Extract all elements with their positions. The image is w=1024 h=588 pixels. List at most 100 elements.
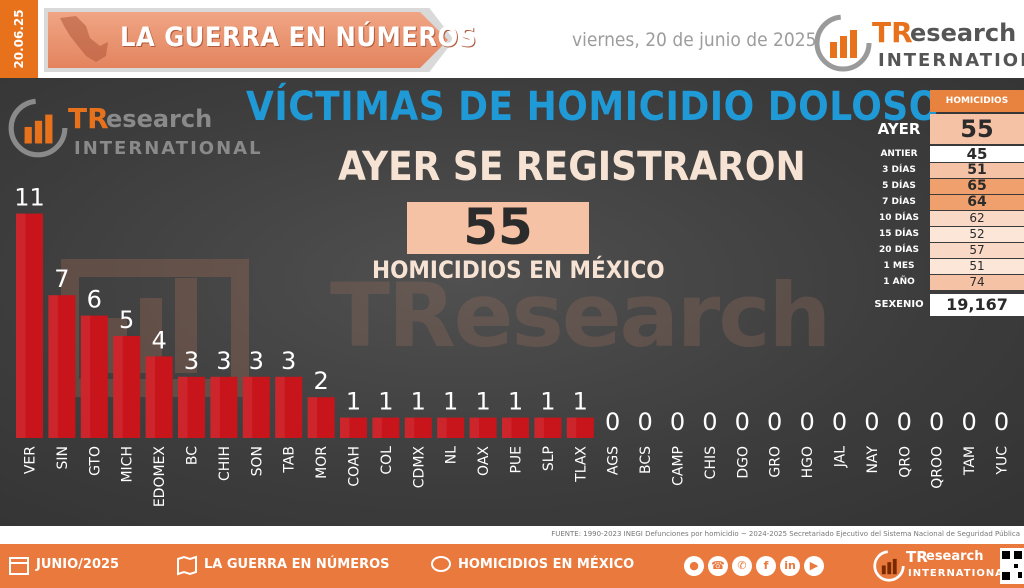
category-label: CHIS	[703, 446, 719, 479]
category-label: GRO	[768, 446, 784, 478]
data-label: 3	[281, 347, 296, 375]
bar-highlight	[113, 336, 123, 438]
category-label: BC	[185, 446, 201, 465]
facebook-icon[interactable]: f	[756, 556, 776, 576]
date-tab: 20.06.25	[0, 0, 38, 78]
logo-mark-icon	[814, 14, 872, 72]
logo-mark-icon	[8, 98, 68, 158]
qr-code-icon[interactable]	[1000, 548, 1024, 584]
phone-icon[interactable]: ☎	[708, 556, 728, 576]
data-label: 11	[14, 184, 45, 212]
category-label: QRO	[897, 446, 913, 478]
summary-row-label: 1 MES	[883, 261, 915, 271]
bar-highlight	[275, 376, 285, 438]
bar-tlax	[566, 417, 594, 438]
bar-chart: 11VER7SIN6GTO5MICH4EDOMEX3BC3CHIH3SON3TA…	[14, 184, 1011, 508]
globe-icon[interactable]: ●	[684, 556, 704, 576]
bar-highlight	[48, 295, 58, 438]
data-label: 5	[119, 306, 134, 334]
category-label: TLAX	[573, 446, 589, 483]
summary-row-value: 51	[930, 163, 1024, 178]
summary-row-label: 5 DÍAS	[882, 181, 916, 191]
category-label: BCS	[638, 446, 654, 474]
tresearch-logo-panel: TR esearch INTERNATIONAL	[6, 96, 261, 166]
data-label: 1	[378, 388, 393, 416]
summary-row-value: 64	[930, 195, 1024, 210]
whatsapp-icon[interactable]: ✆	[732, 556, 752, 576]
summary-row-label: SEXENIO	[874, 299, 924, 310]
bar-sin	[48, 295, 76, 438]
category-label: NAY	[865, 446, 881, 474]
data-label: 0	[637, 408, 652, 436]
watermark-text: TResearch	[330, 264, 831, 367]
bar-mich	[113, 336, 141, 438]
summary-row-label: 1 AÑO	[883, 277, 915, 287]
summary-row-label: 7 DÍAS	[882, 197, 916, 207]
date-tab-label: 20.06.25	[12, 9, 26, 69]
logo-tr: TR	[872, 16, 913, 49]
linkedin-icon[interactable]: in	[780, 556, 800, 576]
data-label: 7	[54, 265, 69, 293]
data-label: 0	[994, 408, 1009, 436]
bar-chih	[210, 376, 238, 438]
bar-highlight	[404, 417, 415, 438]
data-label: 0	[929, 408, 944, 436]
bar-highlight	[437, 417, 447, 438]
calendar-icon	[9, 557, 29, 575]
logo-research: esearch	[910, 19, 1017, 47]
data-label: 0	[702, 408, 717, 436]
category-label: TAM	[962, 446, 978, 476]
bar-highlight	[340, 417, 350, 438]
summary-row: SEXENIO 19,167	[868, 294, 1024, 316]
data-label: 3	[184, 347, 199, 375]
youtube-icon[interactable]: ▶	[804, 556, 824, 576]
summary-row-value: 51	[930, 259, 1024, 274]
data-label: 0	[735, 408, 750, 436]
category-label: SLP	[541, 446, 557, 471]
summary-row-value: 19,167	[930, 294, 1024, 316]
category-label: QROO	[930, 446, 946, 489]
category-label: DGO	[735, 446, 751, 479]
bar-bc	[178, 376, 205, 438]
bar-highlight	[178, 376, 188, 438]
summary-row-label: ANTIER	[880, 149, 918, 159]
category-label: JAL	[833, 446, 849, 468]
summary-header: HOMICIDIOS	[930, 90, 1024, 112]
data-label: 1	[443, 388, 458, 416]
footer-topic: HOMICIDIOS EN MÉXICO	[458, 557, 635, 572]
summary-row: 10 DÍAS 62	[868, 211, 1024, 226]
date-text: viernes, 20 de junio de 2025	[572, 29, 817, 51]
bar-tab	[275, 376, 303, 438]
category-label: COAH	[347, 446, 363, 487]
summary-row: 3 DÍAS 51	[868, 163, 1024, 178]
source-strip: FUENTE: 1990-2023 INEGI Defunciones por …	[0, 526, 1024, 544]
bar-son	[242, 376, 270, 438]
bar-highlight	[16, 213, 26, 438]
data-label: 0	[832, 408, 847, 436]
bar-highlight	[210, 376, 220, 438]
chat-icon	[431, 556, 451, 572]
data-label: 0	[670, 408, 685, 436]
category-label: YUC	[995, 446, 1011, 476]
bar-highlight	[307, 397, 318, 438]
logo-research: esearch	[106, 105, 213, 133]
data-label: 2	[313, 367, 328, 395]
summary-row-label: AYER	[877, 120, 921, 138]
data-label: 1	[411, 388, 426, 416]
data-label: 1	[508, 388, 523, 416]
bar-highlight	[242, 376, 253, 438]
category-label: MOR	[314, 446, 330, 479]
logo-international: INTERNATIONAL	[74, 138, 263, 159]
category-label: EDOMEX	[152, 446, 168, 508]
data-label: 0	[605, 408, 620, 436]
tresearch-logo[interactable]: TR esearch INTERNATIONAL	[812, 12, 1024, 74]
bar-slp	[534, 417, 562, 438]
page-title: VÍCTIMAS DE HOMICIDIO DOLOSO	[246, 84, 940, 130]
bar-edomex	[145, 356, 173, 438]
tresearch-logo-footer[interactable]: TR esearch INTERNATIONAL	[872, 548, 1010, 584]
summary-row-label: 20 DÍAS	[879, 245, 919, 255]
summary-row: 5 DÍAS 65	[868, 179, 1024, 194]
data-label: 0	[961, 408, 976, 436]
category-label: COL	[379, 446, 395, 475]
bar-nl	[437, 417, 465, 438]
